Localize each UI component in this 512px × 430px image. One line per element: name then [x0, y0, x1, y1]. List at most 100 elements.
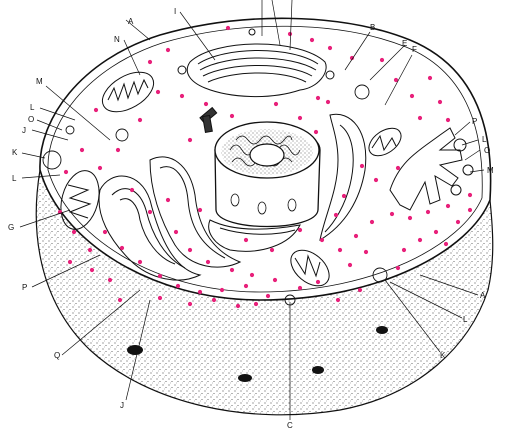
plasma-membrane [47, 25, 483, 293]
label-O-left: O [28, 115, 34, 124]
ribosome-dot [455, 219, 461, 225]
label-P-left: P [22, 283, 27, 292]
ribosome-dot [349, 55, 355, 61]
label-J-bottom: J [120, 401, 124, 410]
ribosome-dot [119, 245, 125, 251]
ribosome-dot [357, 287, 363, 293]
ribosome-dot [165, 197, 171, 203]
ribosome-dot [407, 215, 413, 221]
ribosome-dot [203, 101, 209, 107]
label-M-right: M [487, 166, 494, 175]
mitochondrion-upper-left [101, 71, 155, 113]
golgi-apparatus [177, 28, 335, 97]
diagram-labels: A N I B E F M L O J K L G P Q J C P L O … [8, 7, 494, 430]
ribosome-dot [297, 227, 303, 233]
ribosome-dot [319, 237, 325, 243]
ribosome-dot [229, 113, 235, 119]
ribosome-dot [219, 287, 225, 293]
label-Q: Q [54, 351, 60, 360]
ribosome-dot [401, 247, 407, 253]
label-B: B [370, 23, 375, 32]
label-F: F [412, 45, 417, 54]
label-J-left: J [22, 126, 26, 135]
label-G: G [8, 223, 14, 232]
ribosome-dot [373, 177, 379, 183]
ribosome-dot [211, 297, 217, 303]
ribosome-dot [67, 259, 73, 265]
label-A-top: A [128, 17, 134, 26]
ribosome-dot [235, 303, 241, 309]
ribosome-dot [445, 203, 451, 209]
ribosome-dot [175, 283, 181, 289]
label-K-lowright: K [440, 351, 446, 360]
ribosome-dot [129, 187, 135, 193]
label-O-right: O [484, 146, 490, 155]
leader-lines [19, 0, 485, 420]
ribosome-dot [313, 129, 319, 135]
ribosome-dot [297, 285, 303, 291]
smooth-er [389, 127, 474, 211]
vesicles [42, 84, 388, 306]
ribosome-dot [165, 47, 171, 53]
ribosome-dot [147, 209, 153, 215]
ribosome-dot [353, 233, 359, 239]
ribosome-dot [467, 207, 473, 213]
ribosome-dot [87, 247, 93, 253]
ribosome-dot [333, 212, 339, 218]
lower-body-vacuoles [127, 326, 388, 382]
mitochondrion-right [368, 127, 402, 157]
mitochondria [60, 71, 402, 287]
ribosome-dot [335, 297, 341, 303]
label-I: I [174, 7, 176, 16]
ribosome-dot [63, 169, 69, 175]
label-C: C [287, 421, 293, 430]
ribosome-dot [147, 59, 153, 65]
ribosome-dot [265, 293, 271, 299]
label-K-left: K [12, 148, 18, 157]
ribosome-dot [273, 101, 279, 107]
label-N: N [114, 35, 120, 44]
label-L-lowright: L [463, 315, 468, 324]
ribosome-dot [363, 249, 369, 255]
ribosome-dot [117, 297, 123, 303]
ribosome-dot [93, 107, 99, 113]
ribosome-dot [287, 31, 293, 37]
ribosome-dot [347, 262, 353, 268]
ribosome-dot [417, 237, 423, 243]
centrioles [199, 106, 218, 133]
ribosome-dot [427, 75, 433, 81]
ribosome-dot [253, 301, 259, 307]
ribosome-dot [107, 277, 113, 283]
ribosome-dot [409, 93, 415, 99]
ribosome-dot [155, 89, 161, 95]
label-E: E [402, 39, 407, 48]
label-P-right: P [472, 117, 477, 126]
ribosome-dot [325, 99, 331, 105]
ribosome-dot [337, 247, 343, 253]
ribosome-dot [445, 117, 451, 123]
ribosome-dot [179, 93, 185, 99]
ribosome-dot [229, 267, 235, 273]
nucleolus [249, 143, 285, 167]
ribosome-dot [102, 229, 108, 235]
ribosome-dot [137, 259, 143, 265]
ribosome-dot [467, 192, 473, 198]
ribosome-dot [389, 211, 395, 217]
nucleus [214, 121, 321, 228]
label-L-left-1: L [30, 103, 35, 112]
ribosome-dots [57, 25, 473, 309]
label-A-right: A [480, 291, 486, 300]
ribosome-dot [137, 117, 143, 123]
label-M-left: M [36, 77, 43, 86]
ribosome-dot [225, 25, 231, 31]
ribosome-dot [393, 77, 399, 83]
ribosome-dot [197, 207, 203, 213]
ribosome-dot [89, 267, 95, 273]
ribosome-dot [359, 163, 365, 169]
ribosome-dot [297, 115, 303, 121]
ribosome-dot [369, 219, 375, 225]
ribosome-dot [395, 265, 401, 271]
ribosome-dot [425, 209, 431, 215]
ribosome-dot [272, 277, 278, 283]
